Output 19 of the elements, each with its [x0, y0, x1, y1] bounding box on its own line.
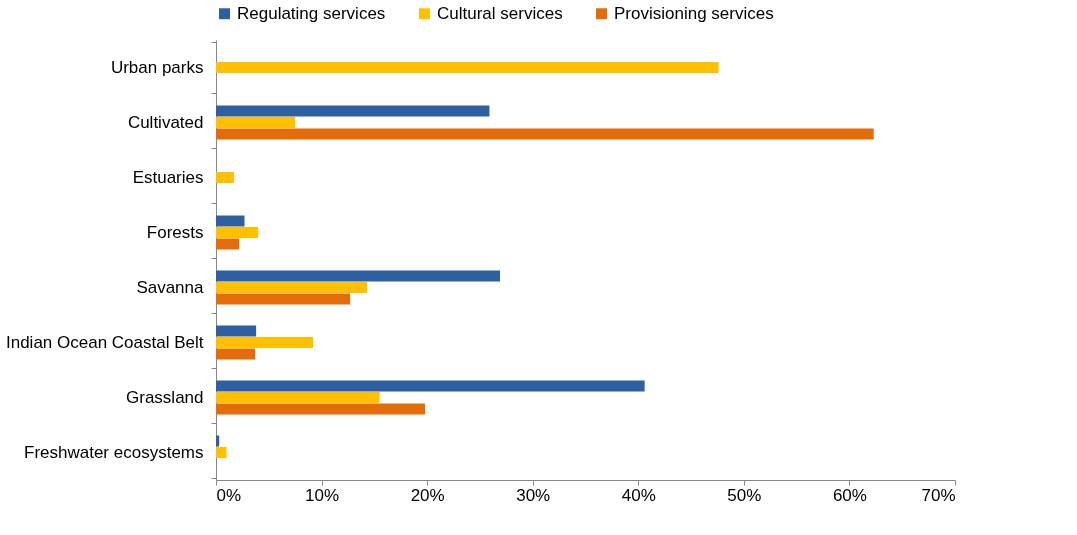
y-tick-label: Urban parks: [110, 58, 204, 77]
x-tick-label: 70%: [921, 485, 956, 505]
y-tick-label: Savanna: [136, 278, 205, 297]
x-tick-label: 0%: [216, 485, 242, 505]
x-tick-label: 40%: [621, 485, 656, 505]
legend-label: Provisioning services: [614, 3, 774, 23]
x-tick-label: 20%: [410, 485, 445, 505]
legend-label: Cultural services: [437, 3, 563, 23]
x-tick-label: 30%: [516, 485, 551, 505]
y-tick-label: Cultivated: [127, 113, 204, 132]
y-tick-label: Forests: [146, 223, 204, 242]
y-tick-label: Freshwater ecosystems: [24, 443, 204, 462]
x-tick-label: 10%: [305, 485, 340, 505]
y-tick-label: Indian Ocean Coastal Belt: [5, 333, 204, 352]
x-tick-label: 60%: [832, 485, 867, 505]
x-tick-label: 50%: [727, 485, 762, 505]
y-tick-label: Grassland: [126, 388, 204, 407]
legend-label: Regulating services: [237, 3, 386, 23]
y-tick-label: Estuaries: [132, 168, 204, 187]
